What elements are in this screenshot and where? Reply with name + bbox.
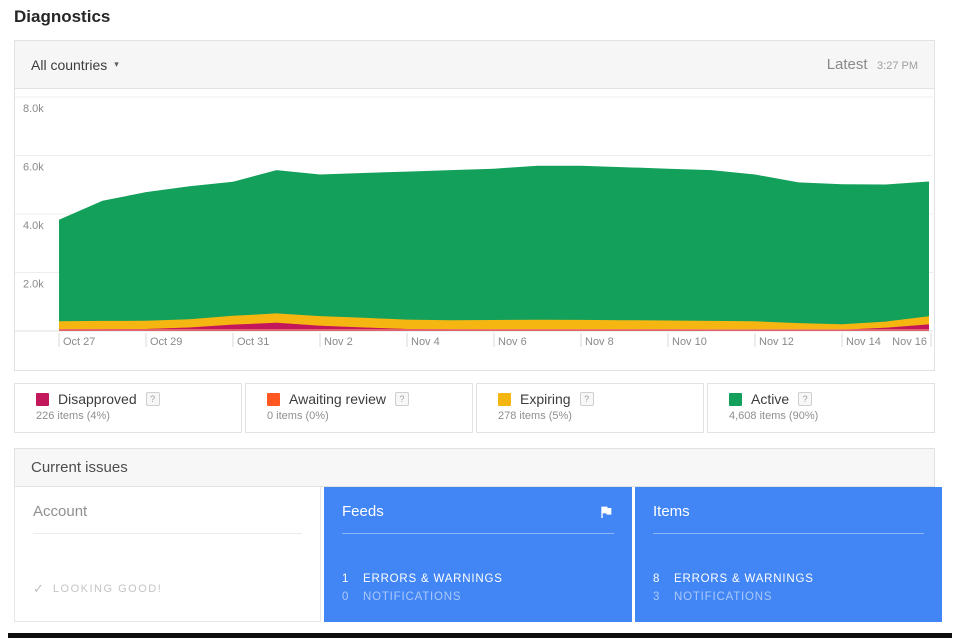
svg-text:2.0k: 2.0k <box>23 279 44 291</box>
legend-item-disapproved: Disapproved ? 226 items (4%) <box>14 383 242 433</box>
svg-text:8.0k: 8.0k <box>23 103 44 115</box>
disapproved-swatch-icon <box>36 392 49 406</box>
legend-item-awaiting-review: Awaiting review ? 0 items (0%) <box>245 383 473 433</box>
legend-detail: 226 items (4%) <box>36 410 110 422</box>
legend-label: Awaiting review <box>289 391 387 407</box>
items-issues-card[interactable]: Items 8 ERRORS & WARNINGS 3 NOTIFICATION… <box>635 487 942 622</box>
items-errors-label: ERRORS & WARNINGS <box>674 573 814 585</box>
svg-text:Nov 4: Nov 4 <box>411 336 440 348</box>
items-notifications-count: 3 <box>653 591 661 603</box>
svg-text:Nov 6: Nov 6 <box>498 336 527 348</box>
feeds-errors-row[interactable]: 1 ERRORS & WARNINGS <box>342 570 503 588</box>
items-notifications-row[interactable]: 3 NOTIFICATIONS <box>653 588 814 606</box>
items-card-title: Items <box>653 503 690 520</box>
account-issues-card: Account ✓ LOOKING GOOD! <box>14 487 321 622</box>
page-title: Diagnostics <box>14 7 111 26</box>
svg-text:Nov 14: Nov 14 <box>846 336 881 348</box>
diagnostics-chart-panel: All countries ▾ Latest 3:27 PM 2.0k 4.0k 6… <box>14 40 935 371</box>
legend-detail: 278 items (5%) <box>498 410 572 422</box>
legend-label: Expiring <box>520 391 571 407</box>
legend-detail: 0 items (0%) <box>267 410 329 422</box>
chart-legend: Disapproved ? 226 items (4%) Awaiting re… <box>14 383 935 433</box>
window-bottom-edge <box>8 633 952 638</box>
country-filter-label: All countries <box>31 56 108 73</box>
legend-label: Active <box>751 391 790 407</box>
divider <box>342 533 614 534</box>
help-icon[interactable]: ? <box>798 392 813 406</box>
account-status: ✓ LOOKING GOOD! <box>33 581 162 597</box>
svg-text:Nov 12: Nov 12 <box>759 336 794 348</box>
svg-text:Nov 2: Nov 2 <box>324 336 353 348</box>
feeds-issues-card[interactable]: Feeds 1 ERRORS & WARNINGS 0 NOTIFICATION… <box>324 487 632 622</box>
latest-refresh-info: Latest 3:27 PM <box>827 56 918 74</box>
items-errors-count: 8 <box>653 573 661 585</box>
feeds-errors-count: 1 <box>342 573 350 585</box>
feeds-notifications-label: NOTIFICATIONS <box>363 591 462 603</box>
svg-text:Oct 29: Oct 29 <box>150 336 182 348</box>
svg-text:Nov 16: Nov 16 <box>892 336 927 348</box>
legend-label: Disapproved <box>58 391 137 407</box>
svg-text:Oct 27: Oct 27 <box>63 336 95 348</box>
help-icon[interactable]: ? <box>579 392 594 406</box>
feeds-notifications-row[interactable]: 0 NOTIFICATIONS <box>342 588 503 606</box>
help-icon[interactable]: ? <box>395 392 410 406</box>
divider <box>33 533 302 534</box>
awaiting-review-swatch-icon <box>267 392 280 406</box>
svg-text:6.0k: 6.0k <box>23 162 44 174</box>
flag-icon <box>601 506 612 518</box>
current-issues-header: Current issues <box>14 448 935 487</box>
svg-text:4.0k: 4.0k <box>23 220 44 232</box>
checkmark-icon: ✓ <box>33 581 44 596</box>
status-area-chart: 2.0k 4.0k 6.0k 8.0k Oct 27 Oct 29 Oct 31 Nov 2 N… <box>15 96 933 348</box>
legend-detail: 4,608 items (90%) <box>729 410 819 422</box>
chart-toolbar: All countries ▾ Latest 3:27 PM <box>15 41 934 89</box>
items-notifications-label: NOTIFICATIONS <box>674 591 773 603</box>
latest-time: 3:27 PM <box>877 59 918 72</box>
legend-item-active: Active ? 4,608 items (90%) <box>707 383 935 433</box>
account-status-text: LOOKING GOOD! <box>52 583 163 595</box>
feeds-notifications-count: 0 <box>342 591 350 603</box>
country-filter-dropdown[interactable]: All countries ▾ <box>31 57 119 73</box>
svg-text:Oct 31: Oct 31 <box>237 336 269 348</box>
svg-text:Nov 10: Nov 10 <box>672 336 707 348</box>
divider <box>653 533 924 534</box>
latest-label: Latest <box>826 55 868 73</box>
svg-text:Nov 8: Nov 8 <box>585 336 614 348</box>
account-card-title: Account <box>33 503 88 520</box>
feeds-errors-label: ERRORS & WARNINGS <box>363 573 503 585</box>
chevron-down-icon: ▾ <box>114 59 119 69</box>
items-errors-row[interactable]: 8 ERRORS & WARNINGS <box>653 570 814 588</box>
feeds-card-title: Feeds <box>342 503 384 520</box>
current-issues-title: Current issues <box>31 459 128 476</box>
legend-item-expiring: Expiring ? 278 items (5%) <box>476 383 704 433</box>
active-swatch-icon <box>729 392 742 406</box>
help-icon[interactable]: ? <box>145 392 160 406</box>
expiring-swatch-icon <box>498 392 511 406</box>
